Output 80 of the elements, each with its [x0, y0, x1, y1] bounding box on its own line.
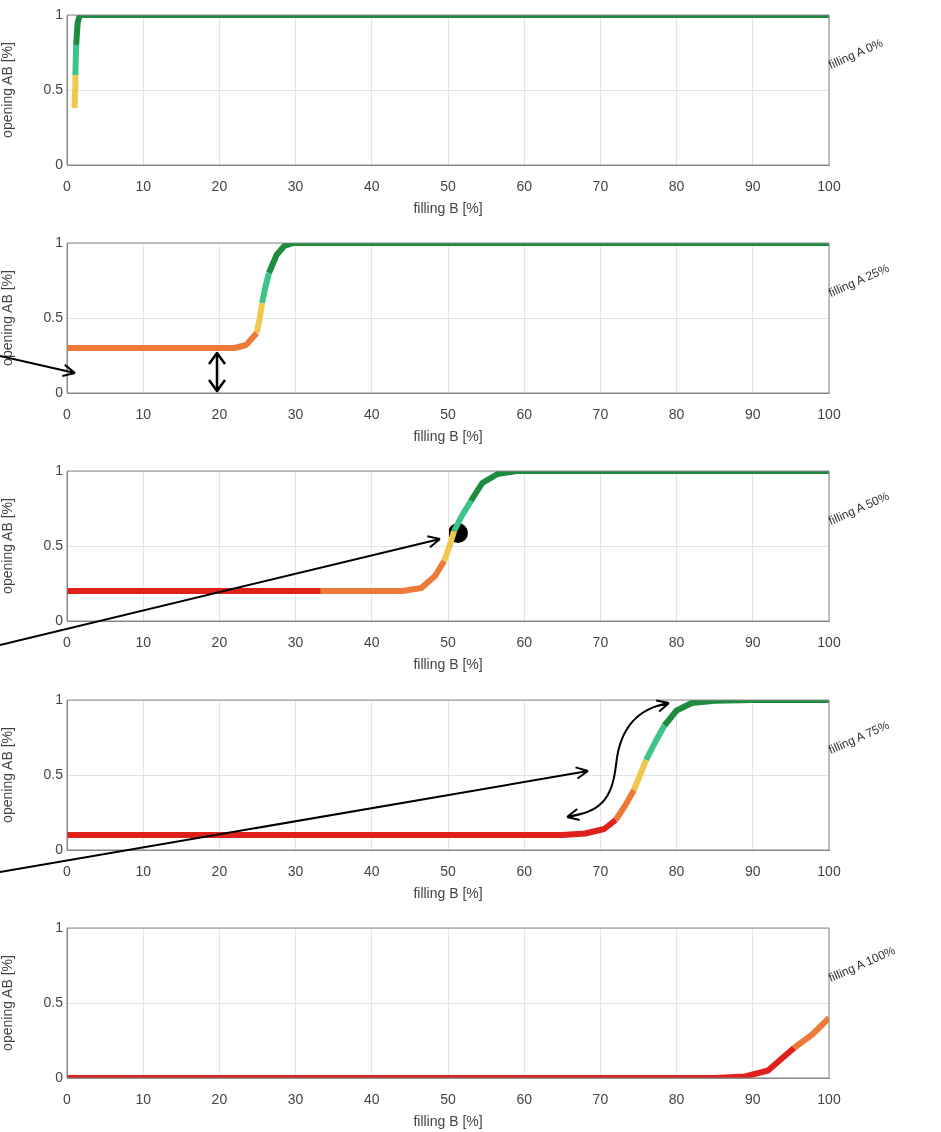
x-tick-label: 60 [516, 178, 533, 195]
x-tick-label: 10 [135, 406, 152, 423]
x-tick-label: 90 [745, 863, 761, 880]
x-tick-label: 40 [364, 1091, 380, 1108]
x-axis-title: filling B [%] [413, 885, 483, 902]
x-tick-label: 80 [668, 863, 685, 880]
annotation: filling A 50% [826, 488, 892, 528]
x-tick-label: 50 [440, 406, 456, 423]
x-tick-label: 40 [364, 178, 380, 195]
x-tick-label: 80 [668, 178, 685, 195]
x-tick-label: 40 [364, 634, 380, 651]
x-tick-label: 20 [211, 406, 228, 423]
x-tick-label: 50 [440, 178, 456, 195]
x-tick-label: 40 [364, 406, 380, 423]
y-tick-label: 0 [55, 611, 64, 628]
x-tick-label: 20 [211, 863, 228, 880]
x-tick-label: 50 [440, 634, 456, 651]
y-tick-label: 0.5 [43, 765, 64, 782]
x-tick-label: 100 [817, 406, 841, 423]
y-tick-label: 1 [55, 461, 64, 478]
x-tick-label: 10 [135, 1091, 152, 1108]
y-tick-label: 0.5 [43, 993, 64, 1010]
y-tick-label: 1 [55, 233, 64, 250]
y-tick-label: 1 [55, 690, 64, 707]
y-tick-label: 0.5 [43, 80, 64, 97]
x-axis-title: filling B [%] [413, 200, 483, 217]
annotation: filling A 100% [826, 943, 898, 985]
x-tick-label: 70 [592, 406, 609, 423]
y-axis-title: opening AB [%] [0, 498, 16, 594]
x-tick-label: 50 [440, 863, 456, 880]
x-tick-label: 60 [516, 634, 533, 651]
x-tick-label: 10 [135, 863, 152, 880]
y-axis-title: opening AB [%] [0, 270, 16, 366]
y-axis-title: opening AB [%] [0, 727, 16, 823]
y-tick-label: 1 [55, 918, 64, 935]
y-tick-label: 0 [55, 840, 64, 857]
annotation: filling A 0% [826, 35, 886, 72]
x-tick-label: 100 [817, 178, 841, 195]
x-tick-label: 70 [592, 634, 609, 651]
x-axis-title: filling B [%] [413, 656, 483, 673]
x-tick-label: 60 [516, 1091, 533, 1108]
x-axis-title: filling B [%] [413, 428, 483, 445]
x-tick-label: 40 [364, 863, 380, 880]
x-tick-label: 30 [287, 178, 304, 195]
y-axis-title: opening AB [%] [0, 955, 16, 1051]
x-tick-label: 20 [211, 178, 228, 195]
y-tick-label: 0 [55, 1068, 64, 1085]
x-tick-label: 100 [817, 634, 841, 651]
y-tick-label: 0 [55, 383, 64, 400]
annotation: filling A 75% [826, 717, 892, 757]
x-tick-label: 30 [287, 1091, 304, 1108]
x-tick-label: 100 [817, 1091, 841, 1108]
x-tick-label: 20 [211, 1091, 228, 1108]
x-tick-label: 30 [287, 634, 304, 651]
y-tick-label: 0.5 [43, 308, 64, 325]
x-tick-label: 90 [745, 634, 761, 651]
x-tick-label: 60 [516, 863, 533, 880]
y-tick-label: 1 [55, 5, 64, 22]
x-axis-title: filling B [%] [413, 1113, 483, 1130]
annotation: filling A 25% [826, 260, 892, 300]
x-tick-label: 70 [592, 863, 609, 880]
x-tick-label: 90 [745, 1091, 761, 1108]
x-tick-label: 60 [516, 406, 533, 423]
x-tick-label: 90 [745, 178, 761, 195]
x-tick-label: 100 [817, 863, 841, 880]
x-tick-label: 80 [668, 634, 685, 651]
x-tick-label: 10 [135, 178, 152, 195]
x-tick-label: 30 [287, 863, 304, 880]
x-tick-label: 10 [135, 634, 152, 651]
x-tick-label: 70 [592, 178, 609, 195]
x-tick-label: 80 [668, 1091, 685, 1108]
x-tick-label: 70 [592, 1091, 609, 1108]
y-tick-label: 0.5 [43, 536, 64, 553]
x-tick-label: 20 [211, 634, 228, 651]
y-axis-title: opening AB [%] [0, 42, 16, 138]
x-tick-label: 30 [287, 406, 304, 423]
x-tick-label: 50 [440, 1091, 456, 1108]
x-tick-label: 80 [668, 406, 685, 423]
y-tick-label: 0 [55, 155, 64, 172]
x-tick-label: 90 [745, 406, 761, 423]
